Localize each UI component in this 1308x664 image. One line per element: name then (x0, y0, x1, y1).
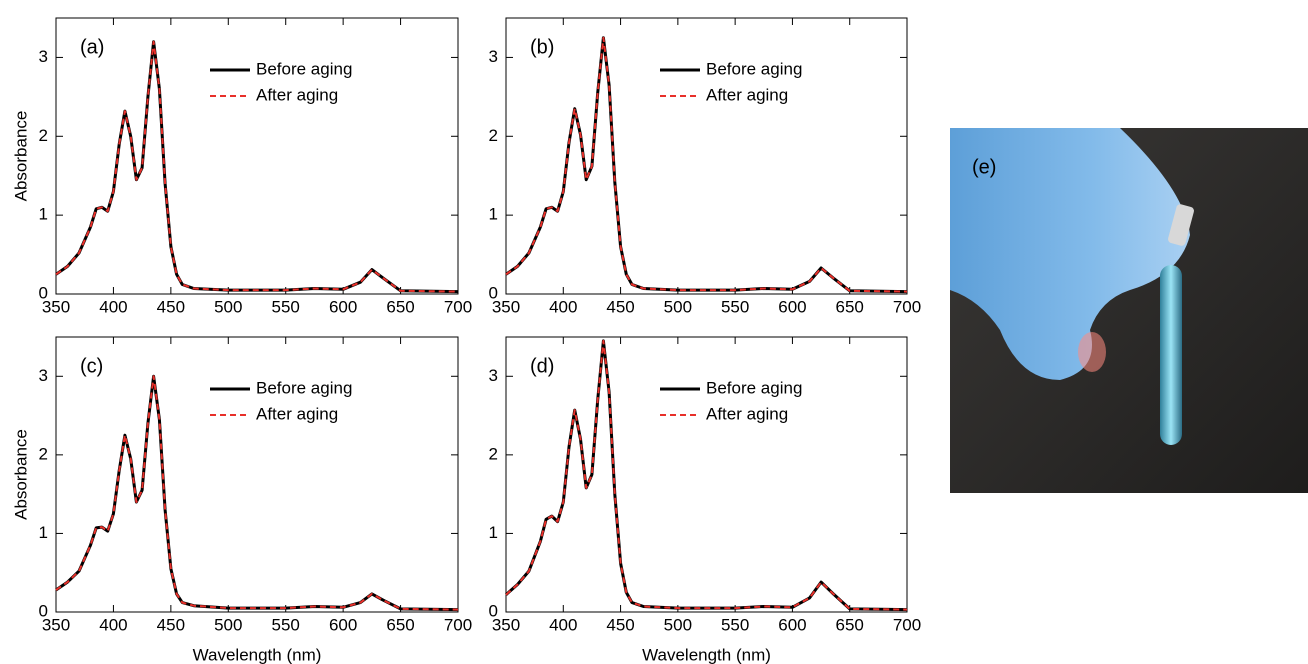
glow (1078, 332, 1106, 372)
y-tick-label: 0 (39, 601, 48, 620)
series-line (505, 339, 908, 611)
y-tick-label: 1 (39, 523, 48, 542)
x-tick-label: 400 (549, 297, 577, 316)
x-tick-label: 450 (606, 297, 634, 316)
x-tick-label: 450 (157, 297, 185, 316)
x-tick-label: 350 (42, 615, 70, 634)
x-tick-label: 550 (272, 615, 300, 634)
y-tick-label: 3 (39, 366, 48, 385)
y-tick-label: 2 (39, 444, 48, 463)
tube-cap (1168, 204, 1194, 246)
y-tick-label: 2 (489, 126, 498, 145)
x-tick-label: 700 (893, 615, 921, 634)
x-tick-label: 700 (893, 297, 921, 316)
x-tick-label: 600 (329, 297, 357, 316)
legend-label: After aging (256, 404, 338, 423)
x-tick-label: 450 (157, 615, 185, 634)
plot-frame (505, 336, 908, 613)
tube (1160, 265, 1182, 445)
x-tick-label: 350 (492, 615, 520, 634)
chart: 350 400 450 500 550 600 650 700 0 1 2 3 Before aging… (11, 17, 472, 316)
y-axis-label: Absorbance (11, 111, 30, 202)
legend-label: After aging (706, 404, 788, 423)
chart: 350 400 450 500 550 600 650 700 0 1 2 3 Before aging… (489, 336, 921, 664)
panel-label: (c) (80, 355, 103, 377)
x-tick-label: 500 (214, 297, 242, 316)
series-line (505, 36, 908, 293)
y-tick-label: 3 (489, 366, 498, 385)
y-tick-label: 3 (39, 47, 48, 66)
x-tick-label: 700 (444, 615, 472, 634)
y-tick-label: 0 (489, 601, 498, 620)
x-axis-label: Wavelength (nm) (193, 645, 322, 664)
x-tick-label: 500 (214, 615, 242, 634)
x-tick-label: 700 (444, 297, 472, 316)
plot-frame (55, 336, 459, 613)
series-line (55, 375, 459, 611)
glove (950, 128, 1190, 380)
panel-label: (b) (530, 36, 554, 58)
x-tick-label: 650 (386, 615, 414, 634)
y-axis-label: Absorbance (11, 429, 30, 520)
x-tick-label: 600 (329, 615, 357, 634)
series-line (55, 40, 459, 293)
x-tick-label: 400 (549, 615, 577, 634)
x-tick-label: 650 (836, 615, 864, 634)
chart: 350 400 450 500 550 600 650 700 0 1 2 3 Before aging… (489, 17, 921, 316)
y-tick-label: 3 (489, 47, 498, 66)
y-tick-label: 1 (489, 523, 498, 542)
panel-label: (e) (972, 156, 996, 178)
series-line (55, 40, 459, 294)
photo: (e) (950, 128, 1308, 493)
legend-label: After aging (256, 85, 338, 104)
x-tick-label: 550 (721, 297, 749, 316)
x-tick-label: 600 (778, 297, 806, 316)
plot-frame (55, 17, 459, 295)
x-tick-label: 500 (664, 297, 692, 316)
y-tick-label: 2 (39, 126, 48, 145)
x-tick-label: 550 (721, 615, 749, 634)
x-tick-label: 600 (778, 615, 806, 634)
y-tick-label: 0 (489, 283, 498, 302)
panel-label: (d) (530, 355, 554, 377)
legend-label: After aging (706, 85, 788, 104)
panel-label: (a) (80, 36, 104, 58)
x-tick-label: 550 (272, 297, 300, 316)
x-tick-label: 400 (99, 615, 127, 634)
x-tick-label: 400 (99, 297, 127, 316)
legend-label: Before aging (706, 378, 802, 397)
legend-label: Before aging (706, 59, 802, 78)
y-tick-label: 1 (39, 205, 48, 224)
y-tick-label: 1 (489, 205, 498, 224)
x-tick-label: 650 (836, 297, 864, 316)
x-tick-label: 650 (386, 297, 414, 316)
legend-label: Before aging (256, 59, 352, 78)
y-tick-label: 0 (39, 283, 48, 302)
x-tick-label: 450 (606, 615, 634, 634)
x-axis-label: Wavelength (nm) (642, 645, 771, 664)
x-tick-label: 350 (492, 297, 520, 316)
x-tick-label: 350 (42, 297, 70, 316)
plot-frame (505, 17, 908, 295)
chart: 350 400 450 500 550 600 650 700 0 1 2 3 Before aging… (11, 336, 472, 664)
y-tick-label: 2 (489, 444, 498, 463)
legend-label: Before aging (256, 378, 352, 397)
x-tick-label: 500 (664, 615, 692, 634)
